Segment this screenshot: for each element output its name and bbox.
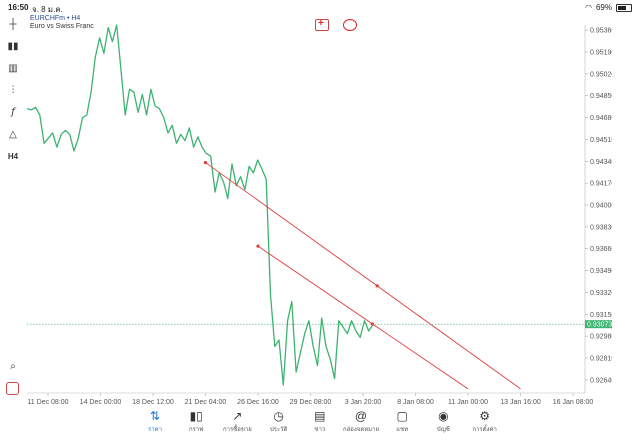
x-tick-label: 3 Jan 20:00 [345, 399, 382, 406]
x-tick-label: 29 Dec 08:00 [290, 399, 332, 406]
nav-item-8[interactable]: ◉ บัญชี [418, 409, 468, 434]
chf-flag-icon[interactable] [315, 18, 329, 31]
nav-item-9[interactable]: ⚙ การตั้งค่า [460, 409, 510, 434]
trendline-anchor [203, 160, 208, 165]
nav-item-6[interactable]: @ กล่องจดหมาย [336, 409, 386, 434]
objects-icon[interactable]: △ [9, 128, 17, 140]
indicators-icon[interactable]: ⫶ [11, 84, 15, 96]
nav-item-label: ประวัติ [269, 427, 288, 433]
x-tick-label: 18 Dec 12:00 [132, 399, 174, 406]
nav-item-label: บัญชี [436, 427, 450, 433]
symbol-name: EURCHFm • H4 [30, 15, 81, 22]
chat-icon: ▢ [396, 409, 408, 423]
current-price-tag [585, 320, 612, 329]
trendline-2 [257, 245, 469, 390]
x-tick-label: 11 Jan 00:00 [448, 399, 488, 406]
x-tick-label: 13 Jan 16:00 [500, 399, 541, 406]
battery-level: 69% [595, 3, 612, 12]
status-time: 16:50 [8, 3, 29, 12]
nav-item-label: การซื้อขาย [222, 427, 252, 433]
bar-chart-icon[interactable]: ▥ [8, 62, 18, 74]
y-tick-label: 0.92640 [590, 377, 612, 384]
nav-item-1[interactable]: ⇅ ราคา [130, 409, 180, 434]
nav-item-label: การตั้งค่า [472, 427, 497, 433]
x-tick-label: 21 Dec 04:00 [185, 399, 227, 406]
x-tick-label: 16 Jan 08:00 [553, 399, 594, 406]
history-icon: ◷ [273, 409, 284, 423]
nav-item-label: กล่องจดหมาย [342, 427, 380, 433]
nav-item-label: ราคา [148, 427, 162, 433]
battery-icon [616, 3, 632, 12]
symbol-description: Euro vs Swiss Franc [30, 23, 94, 30]
trendline-anchor [375, 284, 379, 288]
quotes-icon: ⇅ [149, 409, 161, 423]
broker-icon[interactable] [6, 382, 19, 395]
crosshair-icon[interactable]: ┼ [9, 18, 17, 30]
nav-item-3[interactable]: ↗ การซื้อขาย [212, 409, 262, 434]
trendline-1 [205, 162, 521, 390]
price-series-line [26, 24, 374, 386]
nav-item-4[interactable]: ◷ ประวัติ [254, 409, 304, 434]
status-bar: 16:50 จ. 8 ม.ค. ◠ 69% [0, 0, 640, 14]
wifi-icon: ◠ [585, 3, 592, 12]
x-tick-label: 14 Dec 00:00 [80, 399, 122, 406]
nav-item-label: แชท [396, 427, 409, 433]
trendline-anchor [370, 322, 375, 326]
nav-item-label: กราฟ [188, 427, 204, 433]
symbol-header[interactable]: EURCHFm • H4 Euro vs Swiss Franc [30, 15, 94, 30]
x-tick-label: 11 Dec 08:00 [27, 399, 68, 406]
timeframe-h4[interactable]: H4 [7, 151, 19, 161]
bottom-nav: ⇅ ราคา ▮▯ กราฟ ↗ การซื้อขาย ◷ ประวัติ ▤ ข่าว @ กล่อ… [0, 405, 640, 447]
mailbox-icon: @ [354, 409, 368, 423]
nav-item-2[interactable]: ▮▯ กราฟ [171, 409, 221, 434]
function-icon[interactable]: f [11, 106, 15, 118]
settings-icon: ⚙ [479, 409, 490, 423]
account-icon: ◉ [438, 409, 449, 423]
eur-flag-icon[interactable] [343, 19, 357, 31]
current-price-label: 0.93073 [587, 322, 612, 329]
x-tick-label: 8 Jan 08:00 [397, 399, 434, 406]
x-tick-label: 26 Dec 16:00 [237, 399, 279, 406]
trade-icon: ↗ [232, 409, 243, 423]
nav-item-5[interactable]: ▤ ข่าว [295, 409, 345, 434]
nav-item-label: ข่าว [314, 427, 326, 433]
chart-icon: ▮▯ [189, 409, 203, 423]
nav-item-7[interactable]: ▢ แชท [377, 409, 427, 434]
news-icon: ▤ [314, 409, 326, 423]
candlestick-icon[interactable]: ▮▮ [7, 40, 19, 52]
trendline-anchor [256, 244, 260, 248]
search-icon[interactable]: ⌕ [10, 360, 16, 372]
status-date: จ. 8 ม.ค. [32, 5, 63, 14]
